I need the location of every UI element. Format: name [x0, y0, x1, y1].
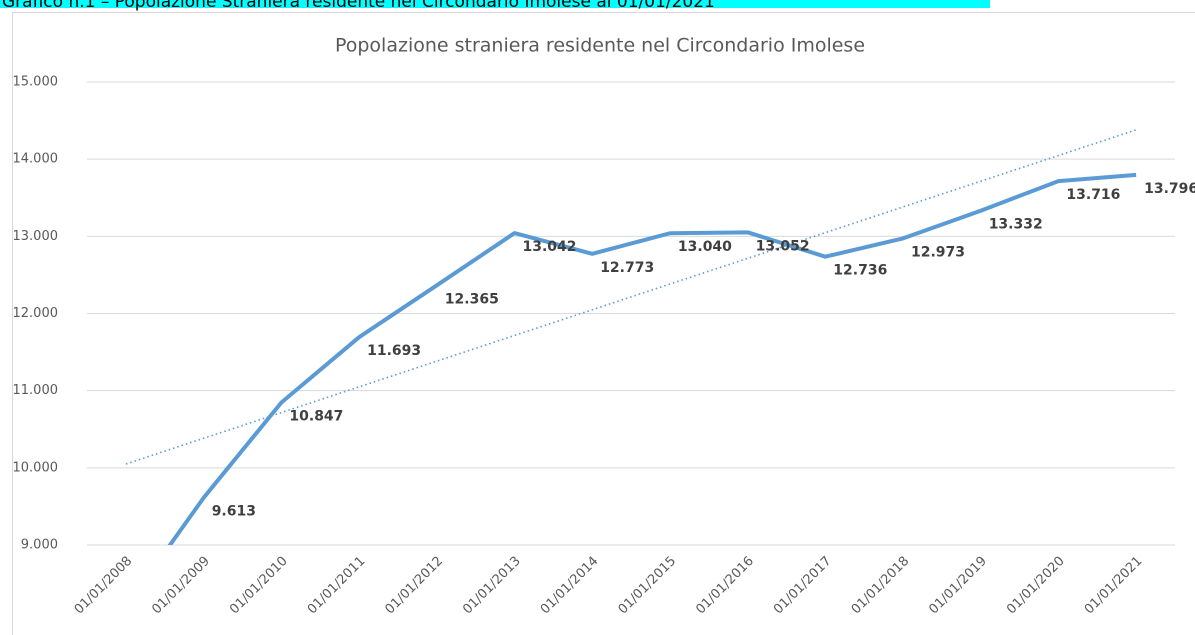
data-label: 9.613 — [212, 504, 256, 520]
data-label: 10.847 — [289, 408, 343, 424]
y-tick-label: 13.000 — [13, 229, 59, 244]
data-label: 12.365 — [445, 291, 499, 307]
y-tick-label: 12.000 — [13, 306, 59, 321]
data-label: 13.052 — [756, 238, 810, 254]
data-label: 12.973 — [911, 244, 965, 260]
y-tick-label: 15.000 — [13, 75, 59, 90]
trendline — [125, 129, 1137, 465]
chart-border — [12, 12, 1195, 635]
data-label: 13.040 — [678, 239, 732, 255]
y-tick-label: 10.000 — [13, 460, 59, 475]
data-label: 11.693 — [367, 343, 421, 359]
series-line — [167, 172, 1137, 545]
data-label: 13.042 — [523, 239, 577, 255]
data-label: 12.773 — [600, 260, 654, 276]
data-label: 13.796 — [1144, 181, 1195, 197]
data-label: 13.332 — [989, 217, 1043, 233]
chart-title: Popolazione straniera residente nel Circ… — [335, 35, 865, 57]
heading: Grafico n.1 – Popolazione Straniera resi… — [2, 0, 715, 12]
data-label: 12.736 — [833, 263, 887, 279]
y-tick-label: 9.000 — [21, 538, 58, 553]
y-tick-label: 11.000 — [13, 383, 59, 398]
heading-highlight — [0, 0, 990, 8]
data-label: 13.716 — [1066, 187, 1120, 203]
plot — [125, 129, 1137, 545]
y-tick-label: 14.000 — [13, 152, 59, 167]
